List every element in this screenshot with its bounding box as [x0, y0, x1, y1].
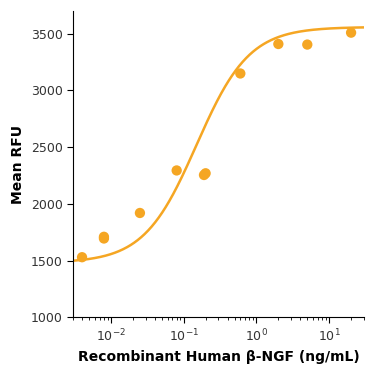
X-axis label: Recombinant Human β-NGF (ng/mL): Recombinant Human β-NGF (ng/mL): [78, 350, 359, 364]
Point: [275, 41, 281, 47]
Point: [348, 30, 354, 36]
Point: [137, 210, 143, 216]
Point: [101, 234, 107, 240]
Point: [237, 70, 243, 76]
Y-axis label: Mean RFU: Mean RFU: [11, 125, 25, 204]
Point: [79, 254, 85, 260]
Point: [202, 170, 208, 176]
Point: [101, 236, 107, 242]
Point: [174, 168, 180, 174]
Point: [201, 172, 207, 178]
Point: [304, 42, 310, 48]
